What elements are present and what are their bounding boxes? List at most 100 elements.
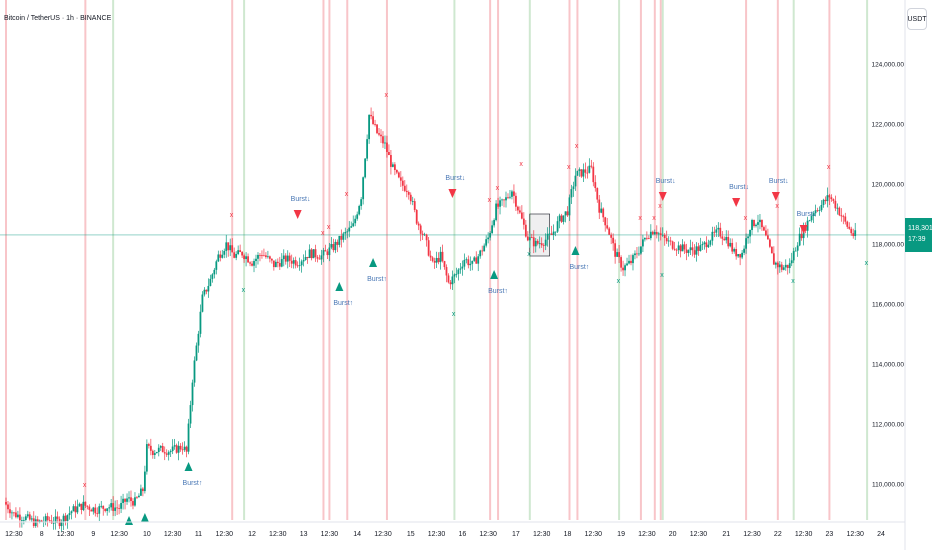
price-tick-label: 120,000.00 <box>871 182 904 189</box>
candle-body <box>576 170 579 176</box>
candle-body <box>386 142 388 152</box>
candle-body <box>808 220 811 222</box>
candle-body <box>197 333 200 346</box>
time-tick-label: 12:30 <box>5 531 23 538</box>
candle-body <box>767 235 769 240</box>
candle-body <box>112 503 115 511</box>
time-tick-label: 13 <box>300 531 308 538</box>
time-tick-label: 12:30 <box>374 531 392 538</box>
candle-body <box>715 229 718 233</box>
candle-body <box>203 289 206 295</box>
candle-body <box>784 264 787 268</box>
candle-body <box>5 502 7 505</box>
candle-body <box>98 506 101 514</box>
price-tick-label: 122,000.00 <box>871 122 904 129</box>
candle-body <box>423 234 426 236</box>
candle-body <box>455 273 458 275</box>
candle-body <box>457 269 460 274</box>
candle-body <box>578 169 581 171</box>
burst-down-arrow-icon <box>658 192 667 201</box>
candle-body <box>54 516 57 523</box>
candle-body <box>842 216 845 218</box>
candle-body <box>763 227 765 231</box>
candle-body <box>465 259 468 261</box>
red-signal-band <box>576 0 579 520</box>
candle-body <box>304 256 307 260</box>
candle-body <box>30 518 33 520</box>
candle-body <box>727 236 730 247</box>
green-signal-band <box>453 0 456 520</box>
price-tick-label: 114,000.00 <box>872 362 904 369</box>
time-tick-label: 10 <box>143 531 151 538</box>
candle-body <box>618 252 620 258</box>
candle-body <box>243 255 245 260</box>
candle-body <box>9 509 11 514</box>
candle-body <box>143 471 146 492</box>
candle-body <box>836 207 839 209</box>
candle-body <box>679 245 682 252</box>
candle-body <box>620 257 622 268</box>
candle-body <box>681 244 684 252</box>
candle-body <box>161 445 164 453</box>
candle-body <box>209 278 212 286</box>
candle-body <box>602 208 605 218</box>
candle-body <box>165 453 168 455</box>
candle-body <box>306 256 309 259</box>
currency-unit-button[interactable]: USDT <box>907 8 927 30</box>
candle-body <box>844 216 847 222</box>
candle-body <box>68 513 71 516</box>
candle-body <box>598 199 601 213</box>
candle-body <box>600 208 603 213</box>
time-tick-label: 8 <box>40 531 44 538</box>
candle-body <box>163 452 166 454</box>
candle-body <box>350 226 353 228</box>
time-tick-label: 9 <box>91 531 95 538</box>
candle-body <box>151 450 154 455</box>
candle-body <box>826 195 829 202</box>
price-line-group <box>0 213 905 257</box>
green-signal-band <box>661 0 664 520</box>
candle-body <box>518 210 521 213</box>
candle-body <box>590 165 593 167</box>
candle-body <box>645 237 648 239</box>
candle-body <box>340 235 343 240</box>
candle-body <box>7 504 9 510</box>
candle-body <box>413 201 416 210</box>
candle-body <box>338 235 341 245</box>
candle-body <box>745 238 747 249</box>
candle-body <box>790 260 793 264</box>
candle-body <box>268 256 271 259</box>
candle-body <box>231 245 234 253</box>
candle-body <box>596 188 599 200</box>
candle-body <box>320 255 323 260</box>
candle-body <box>314 249 317 258</box>
candle-body <box>673 248 676 250</box>
candle-body <box>272 260 275 268</box>
price-tick-label: 118,000.00 <box>872 242 904 249</box>
candle-body <box>816 210 819 212</box>
burst-down-label: Burst↓ <box>729 184 749 191</box>
candle-body <box>604 217 607 226</box>
candle-body <box>149 445 152 451</box>
candle-body <box>747 236 749 239</box>
candle-body <box>751 220 753 231</box>
candle-body <box>798 233 801 246</box>
candle-body <box>459 268 462 270</box>
candle-body <box>643 237 646 240</box>
candle-body <box>38 520 41 522</box>
candle-body <box>481 250 484 252</box>
candle-body <box>792 251 795 261</box>
burst-up-label: Burst↑ <box>183 480 203 487</box>
candle-body <box>834 200 837 209</box>
candle-body <box>74 506 77 513</box>
candle-body <box>761 219 763 228</box>
candle-body <box>276 261 279 264</box>
red-signal-band <box>639 0 642 520</box>
candle-body <box>820 204 823 211</box>
candle-body <box>130 497 132 502</box>
candle-body <box>62 515 65 523</box>
signal-x-icon: x <box>658 203 662 210</box>
